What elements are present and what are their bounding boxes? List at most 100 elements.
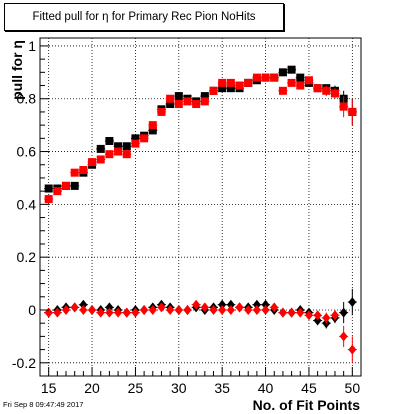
data-point-square [218,84,227,93]
data-point-square [44,195,53,204]
data-point-square [131,134,140,143]
y-tick-label: 1 [28,38,36,54]
data-point-square [304,76,313,85]
x-tick-label: 45 [301,380,317,396]
data-point-square [296,73,305,82]
data-point-square [313,84,322,93]
data-point-square [209,86,218,95]
data-point-diamond [270,302,279,313]
x-tick-label: 20 [84,380,100,396]
axes: 15 20 25 30 35 40 45 50 -0.2 0 0.2 0.4 0.6 0.8 1 [12,38,362,396]
data-point-square [218,78,227,87]
data-point-diamond [62,304,71,315]
data-point-diamond [183,304,192,315]
data-marks [44,65,357,363]
data-point-diamond [348,344,357,355]
data-point-square [122,142,131,151]
data-point-diamond [218,299,227,310]
data-point-diamond [53,307,62,318]
chart-title: Fitted pull for η for Primary Rec Pion N… [32,11,256,23]
data-point-square [261,73,270,82]
data-point-square [287,65,296,74]
data-point-diamond [339,331,348,342]
x-tick-label: 35 [214,380,230,396]
data-point-square [53,187,62,196]
data-point-square [252,73,261,82]
data-point-square [278,86,287,95]
data-point-square [70,181,79,190]
plot-area-background [40,38,361,376]
data-point-square [278,68,287,77]
data-point-square [166,94,175,103]
x-tick-label: 50 [345,380,361,396]
chart-title-box: Fitted pull for η for Primary Rec Pion N… [4,3,284,31]
data-point-square [105,136,114,145]
data-point-diamond [131,307,140,318]
data-point-square [296,81,305,90]
data-point-diamond [313,315,322,326]
data-point-square [114,142,123,151]
data-point-diamond [339,307,348,318]
data-point-diamond [261,299,270,310]
data-point-square [200,92,209,101]
data-point-square [200,97,209,106]
data-point-square [157,107,166,116]
plot-frame [39,37,362,377]
y-tick-label: 0.4 [17,196,37,212]
data-point-diamond [287,307,296,318]
data-point-square [192,100,201,109]
x-tick-label: 15 [41,380,57,396]
data-point-square [122,150,131,159]
data-point-square [339,102,348,111]
data-point-diamond [244,304,253,315]
data-point-square [105,150,114,159]
footer-timestamp: Fri Sep 8 09:47:49 2017 [3,400,84,409]
data-point-diamond [122,307,131,318]
data-point-diamond [88,304,97,315]
data-point-square [62,181,71,190]
data-point-square [96,155,105,164]
data-point-square [44,184,53,193]
data-point-diamond [166,304,175,315]
data-point-diamond [140,304,149,315]
data-point-square [70,168,79,177]
data-point-square [131,139,140,148]
y-axis-label: pull for η [9,40,25,100]
data-point-diamond [278,307,287,318]
data-point-square [166,100,175,109]
x-tick-label: 25 [128,380,144,396]
data-point-diamond [252,304,261,315]
data-point-square [140,134,149,143]
data-point-square [244,78,253,87]
data-point-diamond [348,297,357,308]
data-point-square [348,107,357,116]
data-point-square [287,78,296,87]
data-point-diamond [261,304,270,315]
data-point-diamond [304,310,313,321]
data-point-square [226,84,235,93]
data-point-diamond [157,302,166,313]
data-point-diamond [174,304,183,315]
data-point-diamond [96,307,105,318]
x-axis-label: No. of Fit Points [253,397,361,413]
y-tick-label: 0.2 [17,249,37,265]
data-point-square [88,158,97,167]
data-point-diamond [105,307,114,318]
data-point-diamond [79,299,88,310]
data-point-diamond [200,302,209,313]
x-tick-label: 40 [258,380,274,396]
data-point-diamond [209,304,218,315]
x-tick-label: 30 [171,380,187,396]
y-tick-label: 0.6 [17,144,37,160]
data-point-square [114,147,123,156]
y-tick-label: 0.8 [17,91,37,107]
data-point-square [183,97,192,106]
data-point-square [226,78,235,87]
data-point-square [174,92,183,101]
data-point-diamond [226,304,235,315]
data-point-diamond [252,299,261,310]
data-point-diamond [218,304,227,315]
data-point-diamond [192,299,201,310]
data-point-diamond [114,307,123,318]
